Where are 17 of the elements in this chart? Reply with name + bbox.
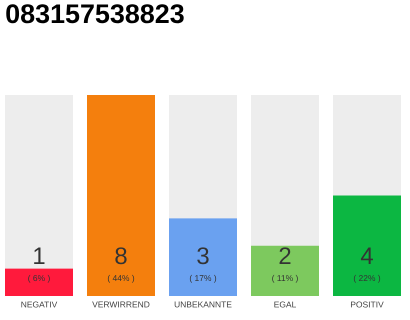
data-label: ( 22% ) [354, 274, 380, 283]
annotation: 2 [280, 247, 290, 264]
x-tick-label: VERWIRREND [92, 302, 150, 308]
annotation: 3 [197, 247, 209, 264]
annotation: 1 [34, 248, 44, 264]
x-tick-label: EGAL [274, 302, 296, 308]
data-label: ( 44% ) [108, 274, 134, 283]
annotation: 8 [115, 247, 127, 264]
data-label: ( 11% ) [272, 274, 298, 283]
x-tick-label: POSITIV [350, 302, 384, 308]
annotation: 4 [360, 248, 373, 264]
data-label: ( 17% ) [190, 274, 216, 283]
x-tick-label: NEGATIV [21, 302, 58, 308]
data-label: ( 6% ) [28, 274, 50, 283]
x-tick-label: UNBEKANNTE [174, 302, 232, 308]
chart-title: 083157538823 [6, 4, 184, 24]
bar [5, 268, 73, 296]
